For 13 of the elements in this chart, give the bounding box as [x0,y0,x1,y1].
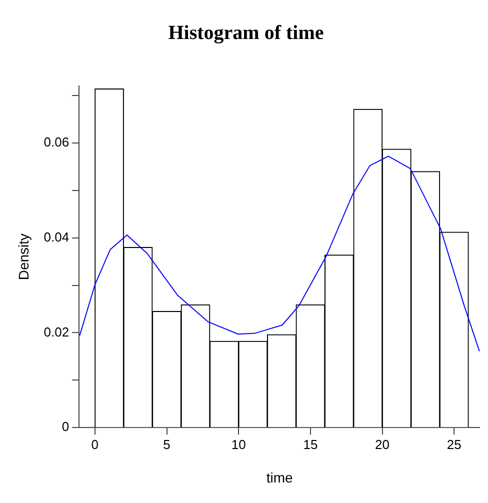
x-axis-title: time [266,469,293,486]
x-tick-label: 25 [446,436,462,452]
x-tick-label: 10 [231,436,246,452]
x-tick-label: 15 [303,436,318,452]
y-tick-label: 0.04 [44,229,70,244]
x-tick-label: 0 [91,436,99,452]
x-tick-label: 5 [163,436,170,452]
y-tick-label: 0.02 [44,324,70,340]
y-tick-label: 0.06 [44,134,70,150]
y-tick-label: 0 [62,419,70,434]
y-axis-title: Density [15,233,32,280]
x-tick-label: 20 [375,436,390,452]
chart-title: Histogram of time [168,22,324,44]
